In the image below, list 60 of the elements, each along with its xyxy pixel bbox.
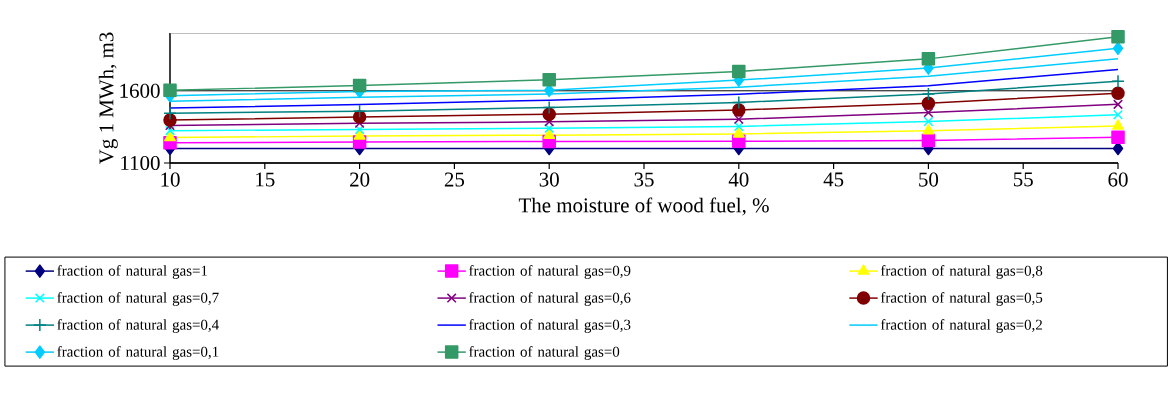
x-tick-label: 35 <box>634 172 654 187</box>
point <box>542 73 556 87</box>
x-tick-label: 20 <box>350 172 370 187</box>
x-axis-title: The moisture of wood fuel, % <box>518 197 769 216</box>
point <box>163 113 177 127</box>
x-tick-label: 15 <box>256 172 275 187</box>
legend-label: fraction of natural gas=0,5 <box>880 292 1043 306</box>
point <box>352 104 367 118</box>
legend-label: fraction of natural gas=0,6 <box>469 292 631 306</box>
point <box>1111 74 1125 88</box>
x-tick-label: 10 <box>161 172 180 187</box>
legend-label: fraction of natural gas=0,9 <box>469 265 631 279</box>
line-series <box>170 68 1119 109</box>
point <box>733 114 744 125</box>
point <box>163 83 177 98</box>
point <box>1111 30 1125 44</box>
x-tick-label: 55 <box>1013 172 1033 187</box>
point <box>1111 86 1125 100</box>
x-tick-label: 50 <box>919 172 939 187</box>
y-tick-label: 1100 <box>121 155 160 171</box>
point <box>732 95 746 110</box>
legend-label: fraction of natural gas=0,8 <box>880 265 1043 279</box>
x-tick-label: 60 <box>1108 172 1128 187</box>
point <box>1113 109 1123 120</box>
point <box>544 123 555 134</box>
point <box>732 103 746 117</box>
point <box>352 78 367 93</box>
point <box>1112 41 1124 56</box>
point <box>921 96 936 110</box>
legend-label: fraction of natural gas=0,3 <box>469 319 631 333</box>
legend-label: fraction of natural gas=1 <box>57 265 208 279</box>
point <box>163 106 177 120</box>
x-tick-label: 25 <box>444 172 465 187</box>
point <box>732 127 745 138</box>
point <box>1111 130 1125 145</box>
point <box>922 124 935 135</box>
y-tick-label: 1600 <box>120 83 160 98</box>
legend-label: fraction of natural gas=0,1 <box>57 346 219 360</box>
point <box>1113 99 1123 110</box>
point <box>921 87 936 101</box>
point <box>165 125 175 136</box>
point <box>923 107 934 118</box>
legend-label: fraction of natural gas=0,4 <box>57 319 219 333</box>
legend-label: fraction of natural gas=0,2 <box>880 319 1042 333</box>
point <box>353 129 366 140</box>
legend-label: fraction of natural gas=0,7 <box>57 292 219 306</box>
point <box>732 64 746 79</box>
x-tick-label: 30 <box>539 172 559 187</box>
x-tick-label: 45 <box>823 172 844 187</box>
point <box>921 52 936 66</box>
legend-label: fraction of natural gas=0 <box>469 346 620 360</box>
point <box>542 107 556 121</box>
point <box>923 116 934 127</box>
point <box>542 100 556 115</box>
point <box>733 121 744 132</box>
x-tick-label: 40 <box>728 172 749 187</box>
point <box>1112 119 1124 130</box>
point <box>543 128 556 139</box>
point <box>354 124 365 135</box>
y-axis-title: Vg 1 MWh, m3 <box>98 32 118 165</box>
